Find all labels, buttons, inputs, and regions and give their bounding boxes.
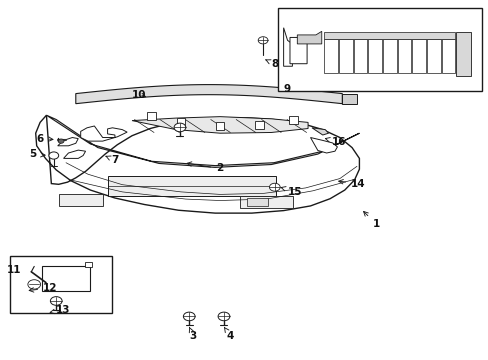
Polygon shape <box>46 115 359 167</box>
Polygon shape <box>63 150 85 158</box>
Bar <box>277 8 481 91</box>
Bar <box>455 32 470 76</box>
Text: 16: 16 <box>325 137 346 147</box>
Bar <box>41 266 90 291</box>
Bar <box>411 39 425 73</box>
Polygon shape <box>239 196 293 208</box>
Text: 5: 5 <box>29 149 45 159</box>
Bar <box>215 122 224 130</box>
Bar <box>353 39 366 73</box>
Polygon shape <box>283 28 292 66</box>
Circle shape <box>258 37 267 44</box>
Bar <box>426 39 440 73</box>
Circle shape <box>218 312 229 321</box>
Text: 13: 13 <box>50 305 71 315</box>
Text: 9: 9 <box>283 84 290 94</box>
Text: 7: 7 <box>106 155 119 165</box>
Circle shape <box>50 297 62 305</box>
Circle shape <box>183 312 195 321</box>
Polygon shape <box>76 85 342 104</box>
Circle shape <box>174 123 185 132</box>
Bar <box>288 116 297 124</box>
Bar <box>147 112 156 120</box>
Text: 4: 4 <box>224 328 233 341</box>
Text: 15: 15 <box>281 186 302 197</box>
Bar <box>367 39 381 73</box>
Bar <box>441 39 454 73</box>
Text: 6: 6 <box>37 134 53 144</box>
Polygon shape <box>132 117 307 133</box>
Circle shape <box>269 183 280 191</box>
Text: 10: 10 <box>132 90 146 100</box>
Polygon shape <box>81 126 127 141</box>
Circle shape <box>49 152 59 159</box>
Polygon shape <box>107 176 276 196</box>
Circle shape <box>28 280 41 289</box>
Text: 3: 3 <box>189 328 196 341</box>
Polygon shape <box>59 194 102 206</box>
Polygon shape <box>297 31 321 44</box>
Polygon shape <box>289 37 306 64</box>
Text: 14: 14 <box>338 179 365 189</box>
Polygon shape <box>36 115 359 213</box>
Text: 11: 11 <box>7 265 21 275</box>
Polygon shape <box>311 128 328 135</box>
Circle shape <box>58 139 64 143</box>
Polygon shape <box>310 138 337 153</box>
Bar <box>382 39 396 73</box>
Bar <box>342 94 356 104</box>
Text: 12: 12 <box>29 283 58 293</box>
Bar <box>324 32 454 39</box>
Text: 1: 1 <box>363 211 379 229</box>
Bar <box>338 39 352 73</box>
Text: 2: 2 <box>187 162 223 174</box>
Text: 8: 8 <box>265 59 278 69</box>
Bar <box>324 39 337 73</box>
Polygon shape <box>58 138 78 146</box>
Bar <box>397 39 410 73</box>
Bar <box>254 121 263 129</box>
Bar <box>176 118 185 126</box>
Bar <box>84 262 92 267</box>
Polygon shape <box>246 198 267 206</box>
Bar <box>10 256 112 313</box>
